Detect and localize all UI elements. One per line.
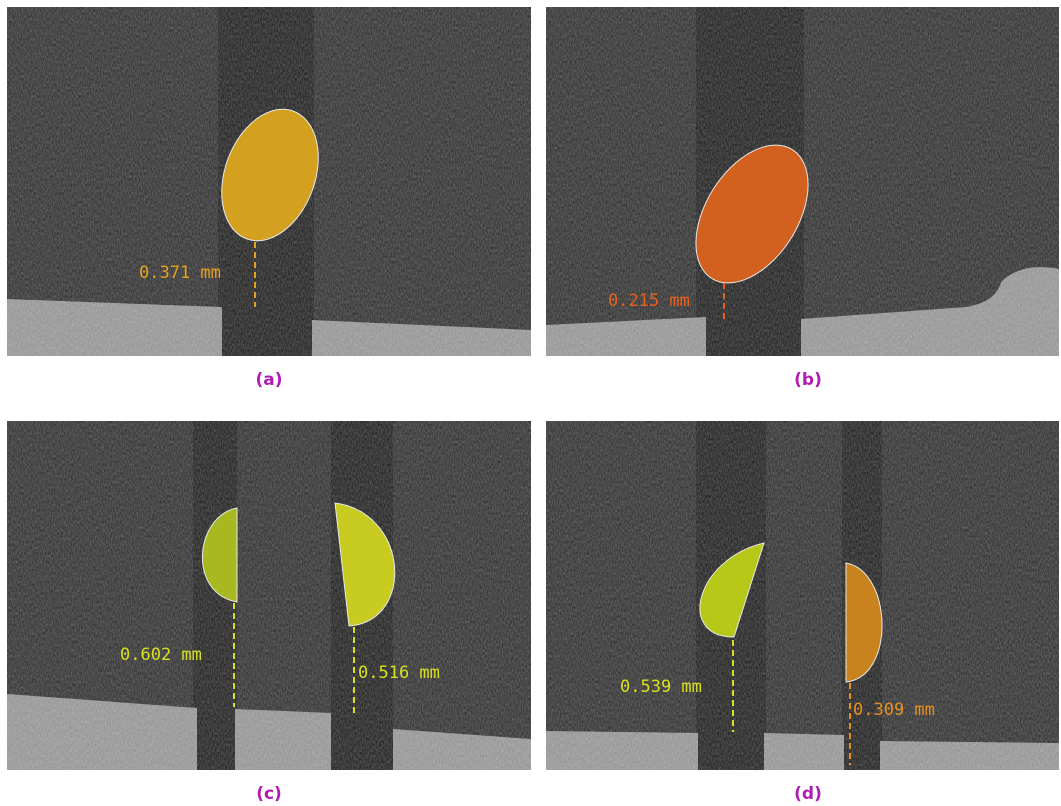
panel-c: 0.602 mm 0.516 mm (7, 421, 531, 770)
caption: (a) (255, 370, 282, 390)
panel-b: 0.215 mm (546, 7, 1059, 356)
noise (7, 421, 531, 770)
measurement: 0.539 mm (620, 677, 702, 697)
measurement: 0.516 mm (358, 663, 440, 683)
measurement: 0.371 mm (139, 263, 221, 283)
caption: (b) (794, 370, 822, 390)
noise (546, 421, 1059, 770)
caption: (d) (794, 784, 822, 804)
caption: (c) (256, 784, 282, 804)
measurement: 0.309 mm (853, 700, 935, 720)
measurement: 0.215 mm (608, 291, 690, 311)
figure: 0.371 mm (a) 0.215 mm (b) 0.602 mm 0.516… (0, 0, 1061, 806)
panel-d: 0.539 mm 0.309 mm (546, 421, 1059, 770)
panel-a: 0.371 mm (7, 7, 531, 356)
measurement: 0.602 mm (120, 645, 202, 665)
